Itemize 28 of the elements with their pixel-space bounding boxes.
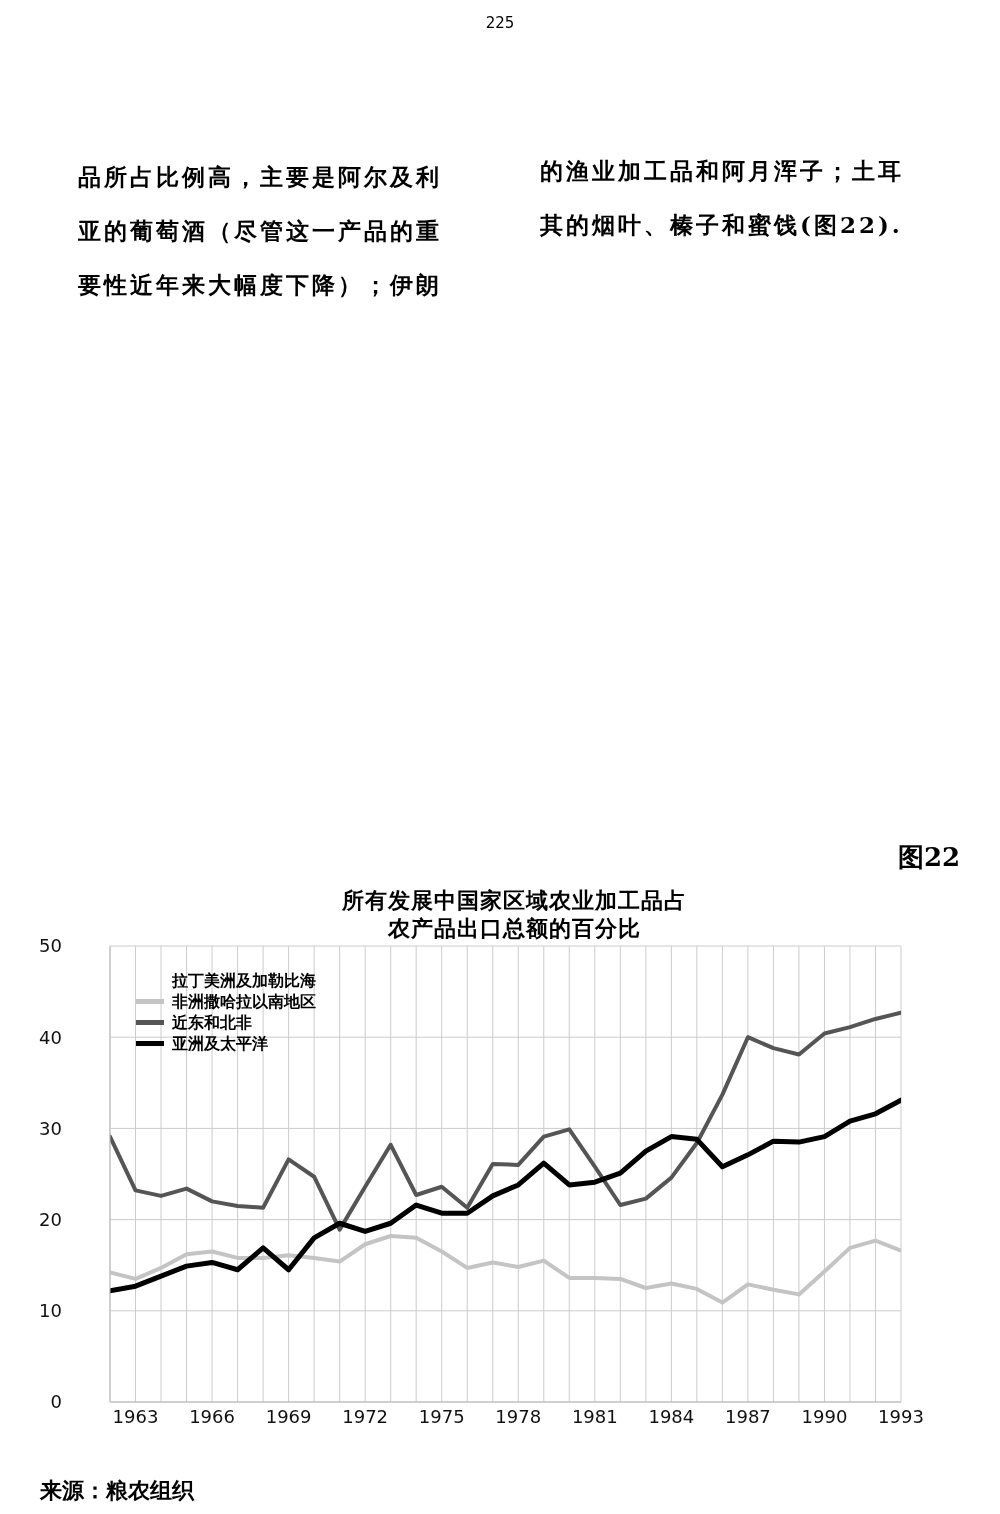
legend-label: 亚洲及太平洋 bbox=[172, 1033, 268, 1054]
x-tick-label: 1975 bbox=[418, 1405, 465, 1427]
y-tick-label: 0 bbox=[50, 1391, 62, 1413]
x-tick-label: 1987 bbox=[725, 1405, 771, 1427]
y-tick-label: 40 bbox=[39, 1026, 62, 1048]
x-tick-label: 1966 bbox=[189, 1405, 235, 1427]
y-tick-label: 10 bbox=[39, 1300, 62, 1322]
x-tick-label: 1978 bbox=[495, 1405, 542, 1427]
x-tick-label: 1981 bbox=[571, 1405, 618, 1427]
y-tick-label: 50 bbox=[39, 935, 62, 957]
caption: 图22 bbox=[898, 841, 961, 874]
x-tick-label: 1972 bbox=[342, 1405, 389, 1427]
legend-label: 非洲撒哈拉以南地区 bbox=[172, 991, 316, 1012]
x-tick-label: 1963 bbox=[112, 1405, 159, 1427]
text: 拉丁美洲及加勒比海 bbox=[172, 970, 316, 991]
legend-label: 近东和北非 bbox=[172, 1012, 252, 1033]
x-tick-label: 1990 bbox=[801, 1405, 848, 1427]
line-series bbox=[110, 1010, 901, 1232]
x-tick-label: 1969 bbox=[265, 1405, 312, 1427]
text: 品所占比例高，主要是阿尔及利亚的葡萄酒（尽管这一产品的重要性近年来大幅度下降）；伊朗 bbox=[78, 162, 443, 300]
y-tick-label: 20 bbox=[39, 1208, 62, 1230]
chart-title: 所有发展中国家区域农业加工品占农产品出口总额的百分比 bbox=[340, 886, 688, 942]
text: 225 bbox=[484, 14, 516, 32]
text: 的渔业加工品和阿月浑子；土耳其的烟叶、榛子和蜜饯(图22). bbox=[540, 156, 905, 240]
x-tick-label: 1984 bbox=[648, 1405, 695, 1427]
x-tick-label: 1993 bbox=[878, 1405, 924, 1427]
source-note: 来源：粮农组织 bbox=[40, 1476, 194, 1505]
y-tick-label: 30 bbox=[39, 1117, 62, 1139]
